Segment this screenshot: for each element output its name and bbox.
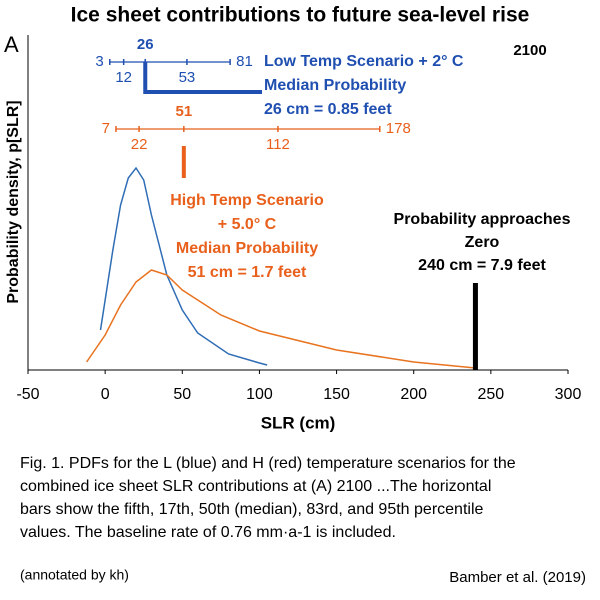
- percentile-label: 112: [266, 136, 290, 153]
- x-tick-label: 300: [555, 386, 582, 403]
- percentile-label: 3: [95, 53, 103, 70]
- x-tick-label: -50: [16, 386, 39, 403]
- annotation-text: 51 cm = 1.7 feet: [188, 264, 307, 281]
- chart-title: Ice sheet contributions to future sea-le…: [71, 4, 530, 27]
- percentile-label: 51: [175, 103, 192, 120]
- annotation-text: Probability approaches: [394, 211, 571, 228]
- pdf-curve: [99, 166, 268, 366]
- percentile-label: 26: [137, 36, 154, 53]
- x-tick-label: 0: [101, 386, 110, 403]
- x-tick-label: 100: [246, 386, 273, 403]
- annotation-text: 26 cm = 0.85 feet: [264, 101, 392, 118]
- annotation-text: Median Probability: [176, 240, 318, 257]
- x-tick-label: 200: [400, 386, 427, 403]
- percentile-label: 53: [179, 69, 196, 86]
- x-tick-label: 150: [323, 386, 350, 403]
- x-tick-label: 250: [478, 386, 505, 403]
- annotation-text: Zero: [465, 234, 500, 251]
- caption-line: combined ice sheet SLR contributions at …: [20, 478, 491, 495]
- annotation-text: Low Temp Scenario + 2° C: [264, 53, 464, 70]
- note: (annotated by kh): [20, 567, 129, 583]
- annotation-text: 240 cm = 7.9 feet: [418, 257, 546, 274]
- percentile-label: 178: [386, 120, 411, 137]
- x-tick-label: 50: [173, 386, 191, 403]
- pdf-curve: [86, 269, 476, 369]
- percentile-label: 81: [236, 53, 253, 70]
- caption-line: values. The baseline rate of 0.76 mm·a-1…: [20, 524, 396, 541]
- source: Bamber et al. (2019): [449, 569, 586, 586]
- y-axis-label: Probability density, p[SLR]: [5, 100, 22, 303]
- panel-label: A: [4, 32, 19, 57]
- median-connector: [143, 62, 262, 94]
- annotation-text: Median Probability: [264, 77, 406, 94]
- annotation-text: + 5.0° C: [218, 216, 277, 233]
- percentile-label: 12: [115, 69, 132, 86]
- annotation-text: High Temp Scenario: [170, 192, 324, 209]
- percentile-label: 22: [131, 136, 148, 153]
- percentile-label: 7: [102, 120, 110, 137]
- x-axis-label: SLR (cm): [261, 413, 336, 432]
- year-label: 2100: [513, 42, 546, 59]
- caption-line: Fig. 1. PDFs for the L (blue) and H (red…: [20, 455, 516, 472]
- caption-line: bars show the fifth, 17th, 50th (median)…: [20, 501, 483, 518]
